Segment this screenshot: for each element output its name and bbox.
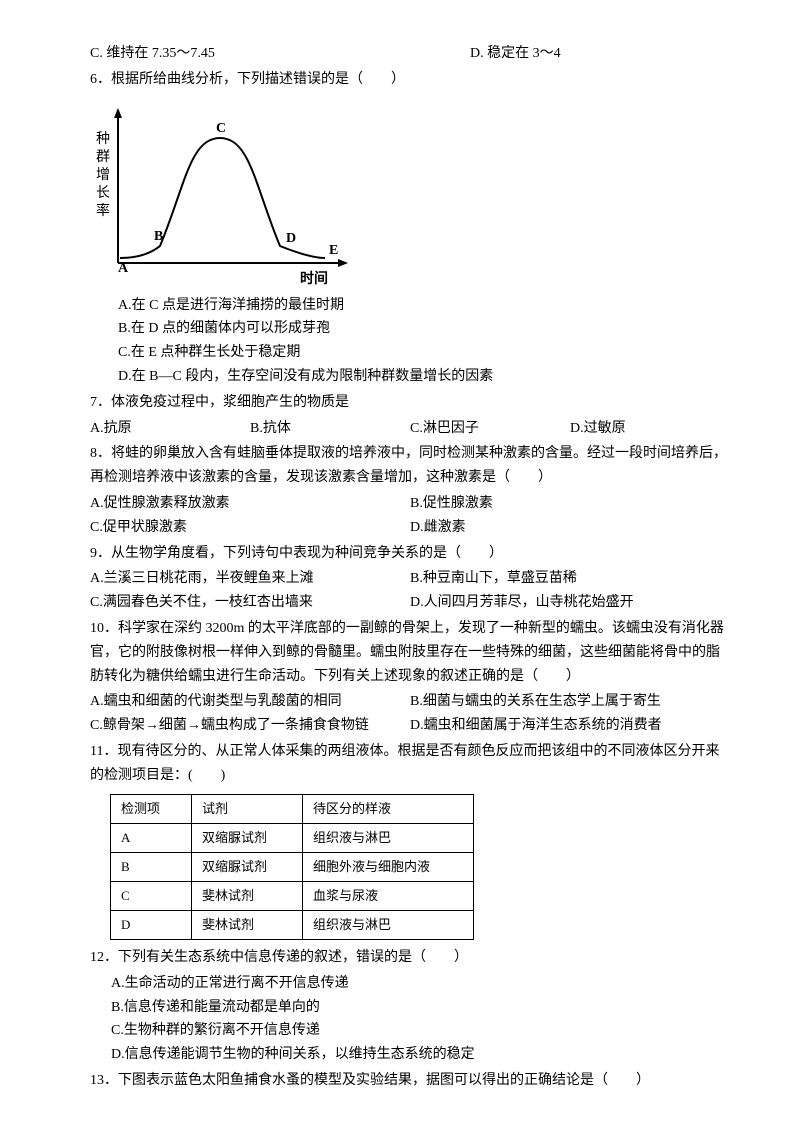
q6-opt-c: C.在 E 点种群生长处于稳定期 <box>90 341 730 365</box>
q9-opt-a: A.兰溪三日桃花雨，半夜鲤鱼来上滩 <box>90 567 410 591</box>
q6-opt-b: B.在 D 点的细菌体内可以形成芽孢 <box>90 317 730 341</box>
table-row: D斐林试剂组织液与淋巴 <box>111 910 474 939</box>
q6-opt-a: A.在 C 点是进行海洋捕捞的最佳时期 <box>90 294 730 318</box>
q10-opt-b: B.细菌与蠕虫的关系在生态学上属于寄生 <box>410 690 730 714</box>
q8-stem: 8．将蛙的卵巢放入含有蛙脑垂体提取液的培养液中，同时检测某种激素的含量。经过一段… <box>90 442 730 490</box>
q9-opt-c: C.满园春色关不住，一枝红杏出墙来 <box>90 591 410 615</box>
q8-opt-a: A.促性腺激素释放激素 <box>90 492 410 516</box>
q10-options: A.蠕虫和细菌的代谢类型与乳酸菌的相同 B.细菌与蠕虫的关系在生态学上属于寄生 … <box>90 690 730 738</box>
q8-opt-d: D.雌激素 <box>410 516 730 540</box>
table-row: B双缩脲试剂细胞外液与细胞内液 <box>111 852 474 881</box>
q7-stem: 7．体液免疫过程中，浆细胞产生的物质是 <box>90 391 730 415</box>
q5-opt-c: C. 维持在 7.35～7.45 <box>90 42 470 66</box>
svg-text:C: C <box>216 121 226 136</box>
q12-stem: 12．下列有关生态系统中信息传递的叙述，错误的是（ ） <box>90 946 730 970</box>
q11-stem: 11．现有待区分的、从正常人体采集的两组液体。根据是否有颜色反应而把该组中的不同… <box>90 740 730 788</box>
q12-opt-c: C.生物种群的繁衍离不开信息传递 <box>90 1019 730 1043</box>
q9-stem: 9．从生物学角度看，下列诗句中表现为种间竞争关系的是（ ） <box>90 542 730 566</box>
table-row: C斐林试剂血浆与尿液 <box>111 881 474 910</box>
q6-opt-d: D.在 B—C 段内，生存空间没有成为限制种群数量增长的因素 <box>90 365 730 389</box>
q11-table: 检测项试剂待区分的样液A双缩脲试剂组织液与淋巴B双缩脲试剂细胞外液与细胞内液C斐… <box>110 794 474 940</box>
q6-growth-curve-chart: 种群增长率时间 A B C D E <box>90 98 370 288</box>
q9-options: A.兰溪三日桃花雨，半夜鲤鱼来上滩 B.种豆南山下，草盛豆苗稀 C.满园春色关不… <box>90 567 730 615</box>
q12-opt-d: D.信息传递能调节生物的种间关系，以维持生态系统的稳定 <box>90 1043 730 1067</box>
svg-text:率: 率 <box>96 202 110 219</box>
svg-text:种: 种 <box>96 131 110 147</box>
q7-opt-d: D.过敏原 <box>570 417 730 441</box>
q7-opt-a: A.抗原 <box>90 417 250 441</box>
svg-text:群: 群 <box>96 149 110 165</box>
q9-opt-d: D.人间四月芳菲尽，山寺桃花始盛开 <box>410 591 730 615</box>
q8-opt-c: C.促甲状腺激素 <box>90 516 410 540</box>
q5-options: C. 维持在 7.35～7.45 D. 稳定在 3～4 <box>90 42 730 66</box>
q7-options: A.抗原 B.抗体 C.淋巴因子 D.过敏原 <box>90 417 730 441</box>
table-header: 待区分的样液 <box>303 794 474 823</box>
svg-text:增: 增 <box>96 167 110 183</box>
q5-opt-d: D. 稳定在 3～4 <box>470 42 730 66</box>
q13-stem: 13．下图表示蓝色太阳鱼捕食水蚤的模型及实验结果，据图可以得出的正确结论是（ ） <box>90 1069 730 1093</box>
svg-text:A: A <box>118 261 129 276</box>
table-header: 试剂 <box>192 794 303 823</box>
q10-stem: 10．科学家在深约 3200m 的太平洋底部的一副鲸的骨架上，发现了一种新型的蠕… <box>90 617 730 688</box>
q7-opt-b: B.抗体 <box>250 417 410 441</box>
svg-text:B: B <box>154 229 163 244</box>
svg-text:D: D <box>286 231 296 246</box>
q8-options: A.促性腺激素释放激素 B.促性腺激素 C.促甲状腺激素 D.雌激素 <box>90 492 730 540</box>
table-row: A双缩脲试剂组织液与淋巴 <box>111 823 474 852</box>
q10-opt-c: C.鲸骨架→细菌→蠕虫构成了一条捕食食物链 <box>90 714 410 738</box>
q9-opt-b: B.种豆南山下，草盛豆苗稀 <box>410 567 730 591</box>
q10-opt-d: D.蠕虫和细菌属于海洋生态系统的消费者 <box>410 714 730 738</box>
svg-text:长: 长 <box>96 185 110 201</box>
q7-opt-c: C.淋巴因子 <box>410 417 570 441</box>
svg-text:E: E <box>329 243 338 258</box>
q12-opt-b: B.信息传递和能量流动都是单向的 <box>90 996 730 1020</box>
q8-opt-b: B.促性腺激素 <box>410 492 730 516</box>
svg-text:时间: 时间 <box>300 270 328 287</box>
q12-opt-a: A.生命活动的正常进行离不开信息传递 <box>90 972 730 996</box>
table-header: 检测项 <box>111 794 192 823</box>
q6-stem: 6．根据所给曲线分析，下列描述错误的是（ ） <box>90 68 730 92</box>
q10-opt-a: A.蠕虫和细菌的代谢类型与乳酸菌的相同 <box>90 690 410 714</box>
